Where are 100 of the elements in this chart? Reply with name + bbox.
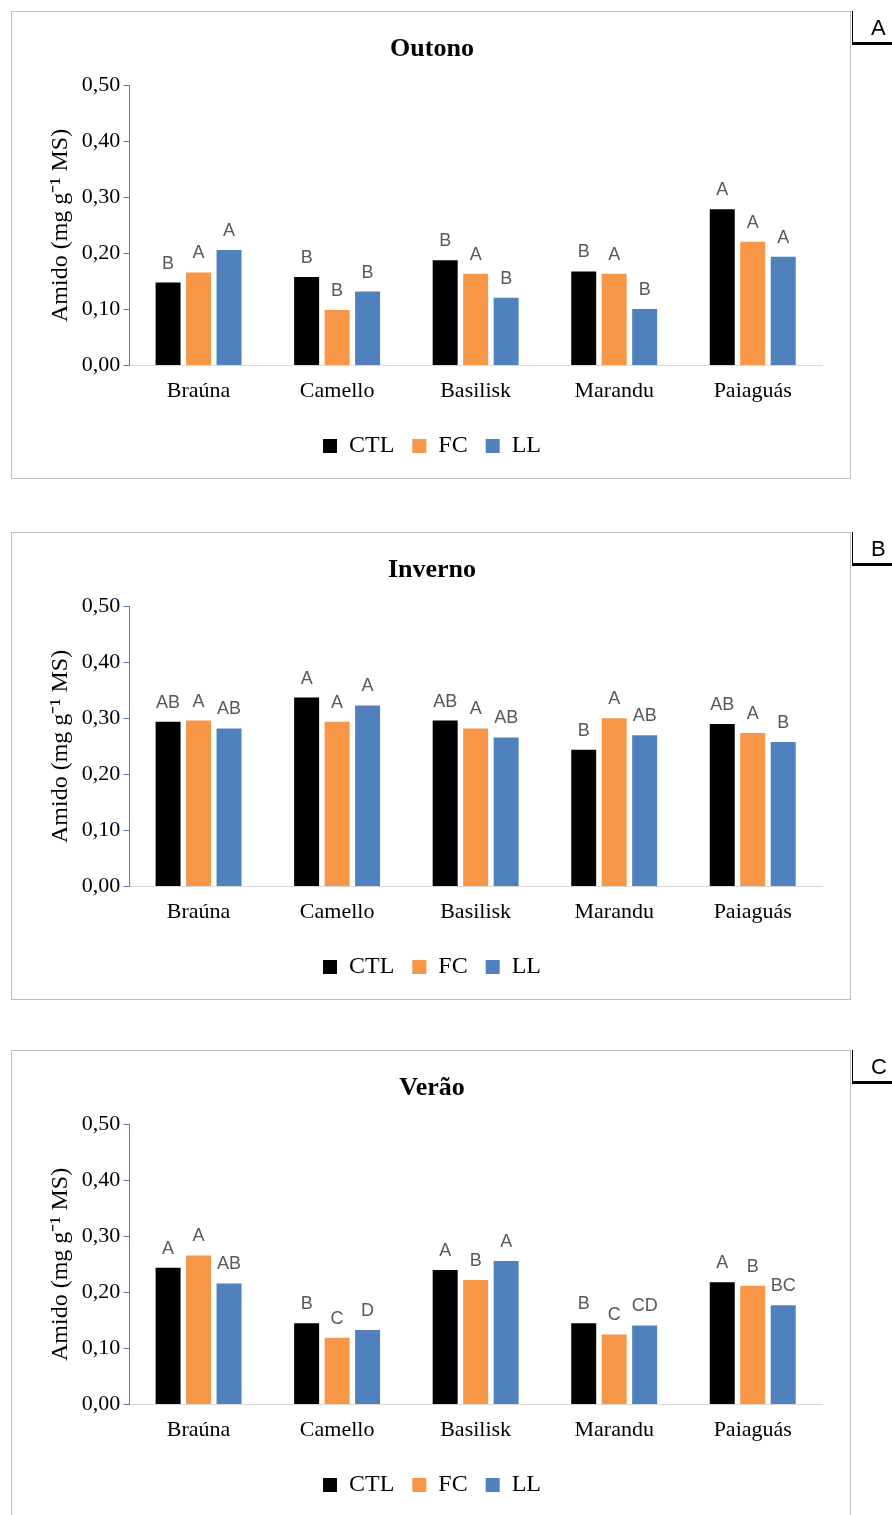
bar <box>740 241 766 366</box>
chart-title: Outono <box>390 33 474 63</box>
x-tick-label: Braúna <box>166 897 231 923</box>
data-label: A <box>361 675 374 696</box>
y-axis-title: Amido (mg g⁻¹ MS) <box>45 649 72 843</box>
data-label: B <box>361 261 374 282</box>
bar <box>155 282 181 366</box>
data-label: B <box>331 280 344 301</box>
y-tick-label: 0,50 <box>81 591 121 617</box>
bar <box>463 1280 489 1405</box>
data-label: B <box>577 719 590 740</box>
y-tick-label: 0,20 <box>81 1278 121 1304</box>
data-label: AB <box>494 707 519 728</box>
y-tick-label: 0,30 <box>81 1222 121 1248</box>
bar <box>432 720 458 887</box>
legend-label: LL <box>511 1470 542 1497</box>
data-label: A <box>469 243 482 264</box>
data-label: A <box>192 242 205 263</box>
data-label: AB <box>156 691 181 712</box>
bar <box>155 721 181 887</box>
bar <box>294 1323 320 1405</box>
text: A <box>852 11 892 45</box>
y-tick-label: 0,30 <box>81 183 121 209</box>
data-label: AB <box>433 690 458 711</box>
bar <box>632 308 658 366</box>
legend-label: CTL <box>349 952 395 979</box>
data-label: A <box>192 1225 205 1246</box>
bar <box>294 697 320 887</box>
chart-title: Verão <box>399 1072 465 1102</box>
x-tick-label: Camello <box>299 376 375 402</box>
bar <box>324 721 350 887</box>
bar <box>186 1255 212 1405</box>
bar <box>432 260 458 366</box>
bar <box>493 1261 519 1405</box>
data-label: CD <box>631 1295 658 1316</box>
bar <box>294 276 320 366</box>
y-tick-label: 0,20 <box>81 760 121 786</box>
bar <box>216 728 242 887</box>
x-tick-label: Paiaguás <box>713 1415 792 1441</box>
x-tick-label: Braúna <box>166 1415 231 1441</box>
data-label: A <box>331 691 344 712</box>
y-tick-label: 0,50 <box>81 1109 121 1135</box>
bar <box>432 1270 458 1405</box>
x-tick-label: Marandu <box>574 897 654 923</box>
bar <box>355 1330 381 1405</box>
y-tick-label: 0,10 <box>81 295 121 321</box>
y-tick-label: 0,40 <box>81 648 121 674</box>
legend-label: CTL <box>349 1470 395 1497</box>
data-label: B <box>469 1250 482 1271</box>
bar <box>709 209 735 366</box>
data-label: A <box>162 1237 175 1258</box>
legend-label: LL <box>511 952 542 979</box>
bar <box>493 737 519 887</box>
y-tick-label: 0,30 <box>81 704 121 730</box>
data-label: AB <box>632 705 657 726</box>
bar <box>571 749 597 887</box>
data-label: B <box>162 252 175 273</box>
data-label: B <box>500 267 513 288</box>
bar <box>632 735 658 887</box>
legend-label: FC <box>438 431 468 458</box>
bar <box>601 273 627 366</box>
bar <box>324 310 350 366</box>
y-tick-label: 0,00 <box>81 351 121 377</box>
bar <box>571 1323 597 1405</box>
data-label: AB <box>217 1253 242 1274</box>
y-tick-label: 0,40 <box>81 127 121 153</box>
bar <box>571 271 597 366</box>
y-axis-title: Amido (mg g⁻¹ MS) <box>45 128 72 322</box>
bar <box>216 1283 242 1405</box>
bar <box>355 705 381 887</box>
chart-title: Inverno <box>387 554 477 584</box>
data-label: AB <box>217 698 242 719</box>
x-tick-label: Basilisk <box>440 1415 512 1441</box>
data-label: D <box>361 1299 375 1320</box>
x-tick-label: Camello <box>299 897 375 923</box>
bar <box>632 1325 658 1405</box>
bar <box>770 741 796 887</box>
y-tick-label: 0,40 <box>81 1166 121 1192</box>
x-tick-label: Basilisk <box>440 897 512 923</box>
data-label: A <box>192 690 205 711</box>
legend-label: FC <box>438 952 468 979</box>
data-label: A <box>223 220 236 241</box>
x-tick-label: Camello <box>299 1415 375 1441</box>
data-label: B <box>300 1293 313 1314</box>
legend-label: CTL <box>349 431 395 458</box>
data-label: A <box>746 702 759 723</box>
data-label: B <box>439 230 452 251</box>
bar <box>186 272 212 366</box>
bar <box>740 732 766 887</box>
data-label: A <box>746 211 759 232</box>
bar <box>770 1305 796 1405</box>
legend-label: LL <box>511 431 542 458</box>
data-label: B <box>638 278 651 299</box>
text: B <box>852 532 892 566</box>
data-label: B <box>300 246 313 267</box>
y-tick-label: 0,20 <box>81 239 121 265</box>
y-tick-label: 0,10 <box>81 1334 121 1360</box>
y-tick-label: 0,00 <box>81 872 121 898</box>
data-label: C <box>330 1307 344 1328</box>
bar <box>155 1267 181 1405</box>
